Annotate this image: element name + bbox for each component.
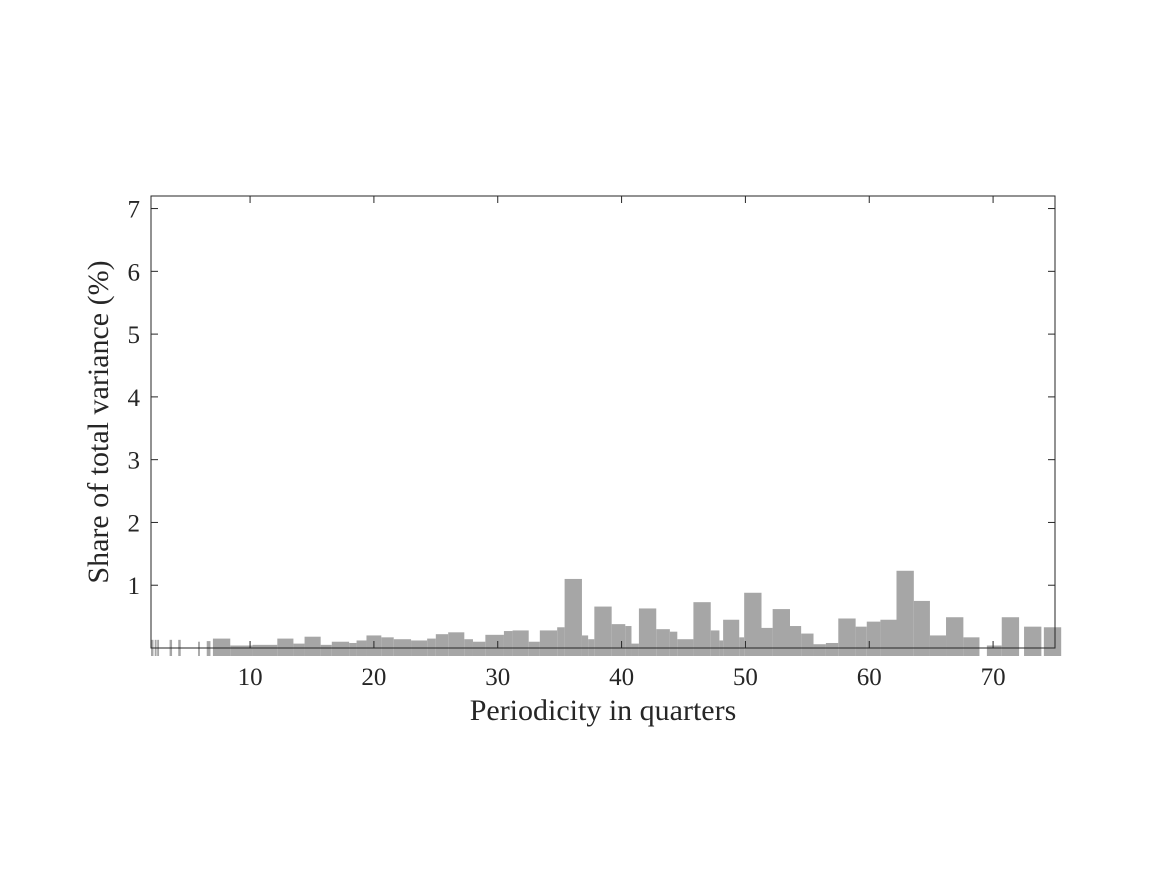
bar-63: [963, 637, 980, 656]
bar-53: [813, 644, 826, 656]
bar-6: [206, 641, 211, 656]
bar-58: [880, 619, 897, 656]
x-tick-label-10: 10: [238, 664, 263, 691]
bar-55: [838, 618, 856, 656]
x-tick-label-40: 40: [609, 664, 634, 691]
bar-12: [304, 636, 321, 656]
bar-56: [855, 626, 867, 656]
bar-7: [212, 638, 231, 656]
bar-22: [435, 634, 449, 656]
bar-40: [656, 629, 670, 656]
bar-46: [723, 619, 740, 656]
x-tick-label-50: 50: [733, 664, 758, 691]
bar-29: [528, 641, 540, 656]
x-tick-label-30: 30: [485, 664, 510, 691]
bar-26: [485, 634, 504, 656]
bar-35: [594, 606, 612, 656]
bar-14: [331, 641, 350, 656]
bar-38: [631, 643, 639, 656]
bar-13: [320, 644, 332, 656]
y-tick-label-3: 3: [128, 448, 141, 475]
bar-27: [503, 631, 513, 656]
bar-64: [986, 645, 1002, 656]
bar-25: [472, 641, 486, 656]
bar-15: [349, 642, 357, 656]
bar-9: [252, 644, 278, 656]
y-tick-label-4: 4: [128, 385, 141, 412]
bar-44: [710, 630, 720, 656]
bar-10: [277, 638, 294, 656]
x-tick-label-70: 70: [981, 664, 1006, 691]
bar-31: [557, 627, 565, 656]
bar-57: [866, 621, 881, 656]
y-tick-label-2: 2: [128, 510, 141, 537]
bar-37: [625, 626, 632, 656]
y-axis-label: Share of total variance (%): [82, 260, 115, 583]
plot-frame: [150, 195, 1056, 649]
bar-layer: [151, 570, 1062, 656]
bar-41: [669, 631, 678, 656]
bar-8: [230, 645, 253, 656]
x-axis-label: Periodicity in quarters: [470, 694, 737, 727]
bar-20: [411, 640, 428, 656]
bar-21: [427, 638, 436, 656]
bar-59: [896, 570, 914, 656]
tick-label-layer: 10 20 30 40 50 60 70 1 2 3 4 5 6 7: [128, 197, 1006, 691]
x-tick-label-20: 20: [361, 664, 386, 691]
bar-33: [581, 635, 589, 656]
bar-54: [825, 642, 839, 656]
bar-47: [739, 637, 745, 656]
y-tick-label-5: 5: [128, 322, 141, 349]
bar-49: [761, 627, 773, 656]
bar-11: [293, 643, 305, 656]
bar-66: [1024, 626, 1042, 656]
bar-32: [564, 578, 582, 656]
bar-36: [611, 624, 626, 656]
bar-52: [801, 633, 814, 656]
bar-28: [512, 630, 529, 656]
bar-61: [929, 635, 947, 656]
bar-43: [693, 602, 711, 656]
bar-30: [539, 630, 558, 656]
bar-62: [946, 617, 964, 656]
y-tick-label-7: 7: [128, 197, 141, 224]
bar-67: [1043, 627, 1062, 656]
bar-16: [356, 640, 367, 656]
bar-23: [448, 632, 465, 656]
bar-50: [772, 609, 790, 656]
bar-39: [638, 608, 657, 656]
tick-layer: [151, 196, 1055, 648]
bar-65: [1001, 617, 1020, 656]
y-tick-label-1: 1: [128, 573, 141, 600]
bar-60: [913, 600, 930, 656]
bar-48: [744, 592, 762, 656]
bar-51: [789, 626, 802, 656]
x-tick-label-60: 60: [857, 664, 882, 691]
bar-18: [381, 637, 394, 656]
bar-45: [719, 640, 724, 656]
y-tick-label-6: 6: [128, 259, 141, 286]
bar-5: [198, 641, 200, 656]
